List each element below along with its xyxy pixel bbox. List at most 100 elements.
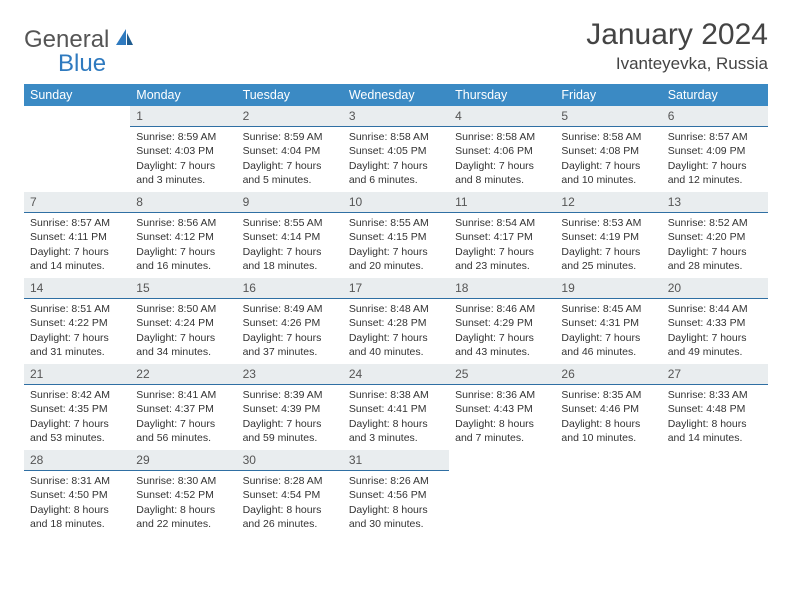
daylight-text: and 10 minutes.: [561, 173, 655, 187]
sunset-text: Sunset: 4:19 PM: [561, 230, 655, 244]
calendar-cell: [662, 450, 768, 536]
daylight-text: Daylight: 7 hours: [561, 159, 655, 173]
day-details: Sunrise: 8:59 AMSunset: 4:03 PMDaylight:…: [130, 127, 236, 191]
daylight-text: Daylight: 8 hours: [561, 417, 655, 431]
calendar-row: 21Sunrise: 8:42 AMSunset: 4:35 PMDayligh…: [24, 364, 768, 450]
calendar-cell: 3Sunrise: 8:58 AMSunset: 4:05 PMDaylight…: [343, 106, 449, 192]
sunrise-text: Sunrise: 8:58 AM: [561, 130, 655, 144]
day-details: Sunrise: 8:33 AMSunset: 4:48 PMDaylight:…: [662, 385, 768, 449]
sunrise-text: Sunrise: 8:57 AM: [668, 130, 762, 144]
day-details: Sunrise: 8:53 AMSunset: 4:19 PMDaylight:…: [555, 213, 661, 277]
sunset-text: Sunset: 4:04 PM: [243, 144, 337, 158]
weekday-header: Monday: [130, 84, 236, 106]
sunrise-text: Sunrise: 8:39 AM: [243, 388, 337, 402]
daylight-text: Daylight: 7 hours: [243, 417, 337, 431]
day-details: Sunrise: 8:35 AMSunset: 4:46 PMDaylight:…: [555, 385, 661, 449]
sunrise-text: Sunrise: 8:59 AM: [243, 130, 337, 144]
daylight-text: and 3 minutes.: [349, 431, 443, 445]
calendar-cell: 8Sunrise: 8:56 AMSunset: 4:12 PMDaylight…: [130, 192, 236, 278]
calendar-cell: 20Sunrise: 8:44 AMSunset: 4:33 PMDayligh…: [662, 278, 768, 364]
calendar-row: 14Sunrise: 8:51 AMSunset: 4:22 PMDayligh…: [24, 278, 768, 364]
calendar-cell: [24, 106, 130, 192]
daylight-text: and 7 minutes.: [455, 431, 549, 445]
sunrise-text: Sunrise: 8:33 AM: [668, 388, 762, 402]
sunrise-text: Sunrise: 8:50 AM: [136, 302, 230, 316]
calendar-cell: 31Sunrise: 8:26 AMSunset: 4:56 PMDayligh…: [343, 450, 449, 536]
daylight-text: and 59 minutes.: [243, 431, 337, 445]
day-number: 11: [449, 192, 555, 213]
day-details: Sunrise: 8:36 AMSunset: 4:43 PMDaylight:…: [449, 385, 555, 449]
sunset-text: Sunset: 4:28 PM: [349, 316, 443, 330]
sunset-text: Sunset: 4:05 PM: [349, 144, 443, 158]
daylight-text: and 20 minutes.: [349, 259, 443, 273]
calendar-cell: 7Sunrise: 8:57 AMSunset: 4:11 PMDaylight…: [24, 192, 130, 278]
day-details: Sunrise: 8:58 AMSunset: 4:05 PMDaylight:…: [343, 127, 449, 191]
sunrise-text: Sunrise: 8:31 AM: [30, 474, 124, 488]
daylight-text: and 53 minutes.: [30, 431, 124, 445]
day-details: Sunrise: 8:57 AMSunset: 4:11 PMDaylight:…: [24, 213, 130, 277]
day-details: Sunrise: 8:51 AMSunset: 4:22 PMDaylight:…: [24, 299, 130, 363]
sunset-text: Sunset: 4:56 PM: [349, 488, 443, 502]
day-number: 14: [24, 278, 130, 299]
day-number: 5: [555, 106, 661, 127]
calendar-cell: 23Sunrise: 8:39 AMSunset: 4:39 PMDayligh…: [237, 364, 343, 450]
calendar-cell: 12Sunrise: 8:53 AMSunset: 4:19 PMDayligh…: [555, 192, 661, 278]
sail-icon: [113, 27, 135, 54]
day-details: Sunrise: 8:31 AMSunset: 4:50 PMDaylight:…: [24, 471, 130, 535]
sunrise-text: Sunrise: 8:57 AM: [30, 216, 124, 230]
daylight-text: and 31 minutes.: [30, 345, 124, 359]
sunset-text: Sunset: 4:11 PM: [30, 230, 124, 244]
calendar-cell: 27Sunrise: 8:33 AMSunset: 4:48 PMDayligh…: [662, 364, 768, 450]
daylight-text: Daylight: 8 hours: [30, 503, 124, 517]
calendar-row: 1Sunrise: 8:59 AMSunset: 4:03 PMDaylight…: [24, 106, 768, 192]
calendar-cell: 19Sunrise: 8:45 AMSunset: 4:31 PMDayligh…: [555, 278, 661, 364]
sunrise-text: Sunrise: 8:51 AM: [30, 302, 124, 316]
daylight-text: Daylight: 7 hours: [30, 331, 124, 345]
daylight-text: and 12 minutes.: [668, 173, 762, 187]
daylight-text: and 43 minutes.: [455, 345, 549, 359]
sunset-text: Sunset: 4:08 PM: [561, 144, 655, 158]
sunset-text: Sunset: 4:43 PM: [455, 402, 549, 416]
day-details: Sunrise: 8:46 AMSunset: 4:29 PMDaylight:…: [449, 299, 555, 363]
calendar-cell: 13Sunrise: 8:52 AMSunset: 4:20 PMDayligh…: [662, 192, 768, 278]
day-number: 22: [130, 364, 236, 385]
sunrise-text: Sunrise: 8:58 AM: [349, 130, 443, 144]
sunset-text: Sunset: 4:29 PM: [455, 316, 549, 330]
sunset-text: Sunset: 4:15 PM: [349, 230, 443, 244]
sunset-text: Sunset: 4:35 PM: [30, 402, 124, 416]
sunset-text: Sunset: 4:03 PM: [136, 144, 230, 158]
sunrise-text: Sunrise: 8:54 AM: [455, 216, 549, 230]
day-number: 25: [449, 364, 555, 385]
sunset-text: Sunset: 4:22 PM: [30, 316, 124, 330]
sunrise-text: Sunrise: 8:30 AM: [136, 474, 230, 488]
daylight-text: and 56 minutes.: [136, 431, 230, 445]
calendar-cell: 26Sunrise: 8:35 AMSunset: 4:46 PMDayligh…: [555, 364, 661, 450]
day-number: 7: [24, 192, 130, 213]
daylight-text: and 34 minutes.: [136, 345, 230, 359]
calendar-cell: 30Sunrise: 8:28 AMSunset: 4:54 PMDayligh…: [237, 450, 343, 536]
day-number: 12: [555, 192, 661, 213]
calendar-cell: 29Sunrise: 8:30 AMSunset: 4:52 PMDayligh…: [130, 450, 236, 536]
day-details: Sunrise: 8:30 AMSunset: 4:52 PMDaylight:…: [130, 471, 236, 535]
location-label: Ivanteyevka, Russia: [586, 54, 768, 74]
day-number: 8: [130, 192, 236, 213]
daylight-text: Daylight: 8 hours: [668, 417, 762, 431]
day-number: 9: [237, 192, 343, 213]
calendar-cell: 4Sunrise: 8:58 AMSunset: 4:06 PMDaylight…: [449, 106, 555, 192]
day-details: Sunrise: 8:28 AMSunset: 4:54 PMDaylight:…: [237, 471, 343, 535]
day-details: Sunrise: 8:58 AMSunset: 4:08 PMDaylight:…: [555, 127, 661, 191]
calendar-row: 28Sunrise: 8:31 AMSunset: 4:50 PMDayligh…: [24, 450, 768, 536]
daylight-text: Daylight: 7 hours: [561, 245, 655, 259]
sunrise-text: Sunrise: 8:45 AM: [561, 302, 655, 316]
daylight-text: and 25 minutes.: [561, 259, 655, 273]
day-number: 21: [24, 364, 130, 385]
sunset-text: Sunset: 4:41 PM: [349, 402, 443, 416]
sunset-text: Sunset: 4:26 PM: [243, 316, 337, 330]
daylight-text: and 40 minutes.: [349, 345, 443, 359]
calendar-cell: 11Sunrise: 8:54 AMSunset: 4:17 PMDayligh…: [449, 192, 555, 278]
page-title: January 2024: [586, 18, 768, 52]
sunset-text: Sunset: 4:20 PM: [668, 230, 762, 244]
daylight-text: and 10 minutes.: [561, 431, 655, 445]
daylight-text: and 37 minutes.: [243, 345, 337, 359]
day-number: 1: [130, 106, 236, 127]
